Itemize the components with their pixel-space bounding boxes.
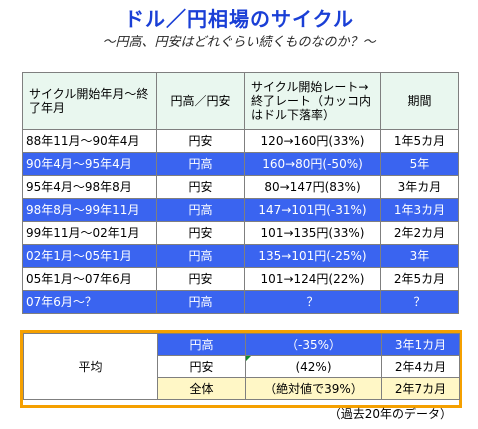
header-trend: 円高／円安 [156,72,245,130]
cell-comment-marker [246,356,251,361]
cell-period: 05年1月～07年6月 [22,267,157,291]
cell-rate: 80→147円(83%) [244,175,381,199]
header-duration: 期間 [380,72,459,130]
page-subtitle: ～円高、円安はどれぐらい続くものなのか？～ [102,35,376,50]
average-trend: 全体 [157,377,246,400]
average-row: 平均 円高 （-35%） 3年1カ月 [23,333,460,400]
cell-rate: ？ [244,290,381,314]
cell-trend: 円安 [156,129,245,153]
table-row: 90年4月～95年4月 円高 160→80円(-50%) 5年 [22,152,459,176]
average-duration: 2年7カ月 [381,377,460,400]
cell-period: 99年11月～02年1月 [22,221,157,245]
page-title: ドル／円相場のサイクル [124,7,354,31]
cell-duration: 1年3カ月 [380,198,459,222]
header-period: サイクル開始年月～終了年月 [22,72,157,130]
cell-rate: 160→80円(-50%) [244,152,381,176]
cell-period: 98年8月～99年11月 [22,198,157,222]
table-row: 95年4月～98年8月 円安 80→147円(83%) 3年カ月 [22,175,459,199]
cell-duration: ？ [380,290,459,314]
cell-rate: 135→101円(-25%) [244,244,381,268]
cell-duration: 3年 [380,244,459,268]
cell-duration: 3年カ月 [380,175,459,199]
table-row: 05年1月～07年6月 円安 101→124円(22%) 2年5カ月 [22,267,459,291]
average-table: 平均 円高 （-35%） 3年1カ月 円安 (42%) 2年4カ月 全体 （絶対… [23,333,460,400]
cell-trend: 円安 [156,175,245,199]
cell-period: 07年6月～？ [22,290,157,314]
cell-period: 95年4月～98年8月 [22,175,157,199]
cell-trend: 円高 [156,198,245,222]
average-duration: 3年1カ月 [381,333,460,356]
cell-period: 90年4月～95年4月 [22,152,157,176]
cell-trend: 円高 [156,152,245,176]
average-label: 平均 [23,333,158,400]
cell-duration: 2年5カ月 [380,267,459,291]
table-row: 99年11月～02年1月 円安 101→135円(33%) 2年2カ月 [22,221,459,245]
cell-rate: 101→135円(33%) [244,221,381,245]
cell-trend: 円高 [156,290,245,314]
table-row: 07年6月～？ 円高 ？ ？ [22,290,459,314]
table-row: 02年1月～05年1月 円高 135→101円(-25%) 3年 [22,244,459,268]
cell-trend: 円安 [156,221,245,245]
cell-rate: 101→124円(22%) [244,267,381,291]
cell-trend: 円高 [156,244,245,268]
cell-period: 88年11月～90年4月 [22,129,157,153]
average-rate: （-35%） [245,333,382,356]
cell-period: 02年1月～05年1月 [22,244,157,268]
cell-duration: 2年2カ月 [380,221,459,245]
table-header-row: サイクル開始年月～終了年月 円高／円安 サイクル開始レート→終了レート（カッコ内… [22,72,459,130]
cycle-table: サイクル開始年月～終了年月 円高／円安 サイクル開始レート→終了レート（カッコ内… [22,72,459,314]
average-trend: 円安 [157,355,246,378]
cell-trend: 円安 [156,267,245,291]
average-duration: 2年4カ月 [381,355,460,378]
source-note: （過去20年のデータ） [328,407,452,421]
average-rate: (42%) [245,355,382,378]
cell-rate: 147→101円(-31%) [244,198,381,222]
header-rate: サイクル開始レート→終了レート（カッコ内はドル下落率） [244,72,381,130]
cell-rate: 120→160円(33%) [244,129,381,153]
table-row: 88年11月～90年4月 円安 120→160円(33%) 1年5カ月 [22,129,459,153]
cell-duration: 5年 [380,152,459,176]
average-summary-box: 平均 円高 （-35%） 3年1カ月 円安 (42%) 2年4カ月 全体 （絶対… [20,330,462,408]
average-trend: 円高 [157,333,246,356]
average-rate: （絶対値で39%） [245,377,382,400]
average-row: 全体 （絶対値で39%） 2年7カ月 [24,377,460,400]
average-row: 円安 (42%) 2年4カ月 [24,355,460,378]
table-row: 98年8月～99年11月 円高 147→101円(-31%) 1年3カ月 [22,198,459,222]
cell-duration: 1年5カ月 [380,129,459,153]
